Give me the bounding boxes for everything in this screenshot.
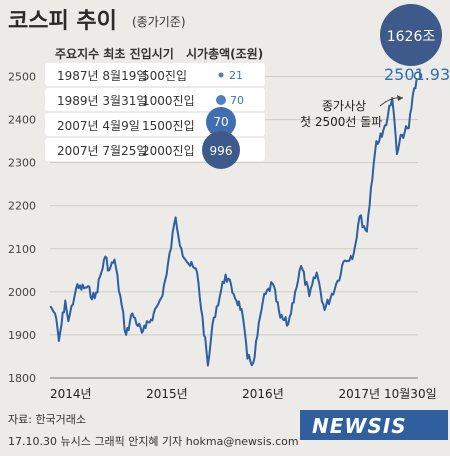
annotation-line-1: 종가사상 — [322, 99, 366, 113]
credit-label: 17.10.30 뉴시스 그래픽 안지혜 기자 hokma@newsis.com — [8, 435, 299, 448]
marketcap-bubble — [216, 95, 226, 105]
y-tick-label: 2300 — [8, 157, 36, 170]
last-point-marker — [413, 71, 423, 80]
row-date: 2007년 7월25일 — [57, 144, 147, 158]
x-tick-label: 10월30일 — [384, 387, 437, 401]
y-tick-label: 2000 — [8, 286, 36, 299]
source-label: 자료: 한국거래소 — [8, 413, 86, 426]
x-tick-label: 2015년 — [146, 387, 188, 401]
table-row — [45, 63, 265, 86]
chart-title: 코스피 추이 — [8, 9, 117, 34]
y-tick-label: 1800 — [8, 372, 36, 385]
marketcap-bubble — [218, 72, 224, 78]
y-tick-label: 2500 — [8, 71, 36, 84]
current-marketcap-bubble — [380, 4, 442, 66]
series-line — [49, 75, 419, 367]
row-marketcap: 70 — [213, 115, 228, 129]
table-header-milestone: 주요지수 최초 진입시기 — [55, 46, 174, 61]
marketcap-bubble — [202, 131, 240, 169]
y-tick-label: 1900 — [8, 329, 36, 342]
row-level: 2000진입 — [142, 144, 195, 158]
marketcap-bubble — [206, 107, 236, 137]
y-tick-label: 2400 — [8, 114, 36, 127]
current-marketcap-label: 1626조 — [387, 29, 436, 45]
row-marketcap: 21 — [229, 69, 243, 82]
row-level: 1500진입 — [142, 119, 195, 133]
x-tick-label: 2017년 — [339, 387, 381, 401]
x-axis-ticks: 2014년 2015년 2016년 2017년 10월30일 — [50, 377, 437, 401]
row-marketcap: 996 — [210, 144, 233, 158]
row-marketcap: 70 — [230, 94, 244, 107]
row-date: 2007년 4월9일 — [57, 119, 140, 133]
series-kospi — [49, 71, 423, 367]
annotation-line-2: 첫 2500선 돌파 — [300, 115, 382, 129]
logo-bg — [300, 410, 448, 440]
annotation-arrowhead — [397, 95, 403, 101]
row-date: 1989년 3월31일 — [57, 94, 147, 108]
x-tick-label: 2014년 — [50, 387, 92, 401]
row-level: 500진입 — [142, 69, 187, 83]
row-date: 1987년 8월19일 — [57, 69, 147, 83]
y-tick-label: 2100 — [8, 243, 36, 256]
newsis-logo: NEWSIS — [312, 414, 407, 438]
last-value-label: 2501.93 — [384, 65, 450, 84]
table-row — [45, 88, 265, 111]
table-header-marketcap: 시가총액(조원) — [186, 46, 263, 61]
y-tick-label: 2200 — [8, 200, 36, 213]
x-tick-label: 2016년 — [242, 387, 284, 401]
chart-subtitle: (종가기준) — [132, 15, 186, 29]
y-axis-ticks: 1800 1900 2000 2100 2200 2300 2400 2500 — [8, 71, 36, 385]
milestone-table: 주요지수 최초 진입시기 시가총액(조원) 1987년 8월19일 500진입 … — [45, 46, 265, 169]
row-level: 1000진입 — [142, 94, 195, 108]
